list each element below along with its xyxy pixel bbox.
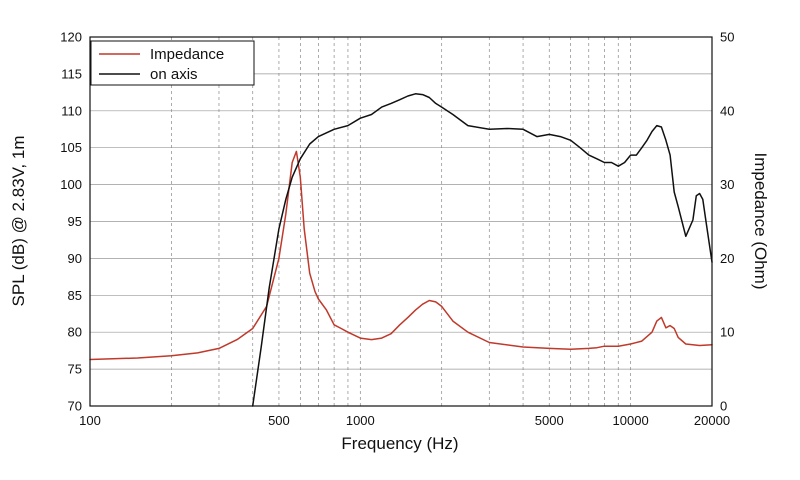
y2-tick-label: 50 [720,30,734,45]
x-tick-label: 100 [79,413,101,428]
legend-label-on-axis: on axis [150,66,198,83]
x-axis-title: Frequency (Hz) [341,434,458,453]
y-tick-label: 120 [60,30,82,45]
x-tick-label: 20000 [694,413,730,428]
x-tick-label: 5000 [535,413,564,428]
series-line-impedance [89,150,713,361]
plot-frame [89,36,713,407]
legend: Impedance on axis [90,40,255,86]
series-lines [89,93,713,407]
legend-label-impedance: Impedance [150,46,224,63]
y-tick-label: 85 [68,288,82,303]
y2-tick-label: 0 [720,399,727,414]
x-tick-label: 10000 [613,413,649,428]
y-tick-label: 110 [61,103,82,118]
y2-tick-label: 40 [720,103,734,118]
y-tick-label: 80 [68,325,82,340]
tick-labels: 100 500 1000 5000 10000 200007075808590951001… [60,30,734,429]
series-line-on-axis [251,93,713,407]
y-tick-label: 70 [68,399,82,414]
y2-axis-title: Impedance (Ohm) [751,153,770,290]
x-tick-label: 1000 [346,413,375,428]
y-tick-label: 90 [68,251,82,266]
legend-box [90,40,255,86]
y2-tick-label: 30 [720,177,734,192]
y-tick-label: 105 [60,140,82,155]
y2-tick-label: 20 [720,251,734,266]
y2-tick-label: 10 [720,325,734,340]
grid [90,36,712,407]
y-tick-label: 100 [60,177,82,192]
y-tick-label: 95 [68,214,82,229]
x-tick-label: 500 [268,413,290,428]
y-axis-title: SPL (dB) @ 2.83V, 1m [9,136,28,307]
y-tick-label: 115 [61,66,82,81]
y-tick-label: 75 [68,362,82,377]
